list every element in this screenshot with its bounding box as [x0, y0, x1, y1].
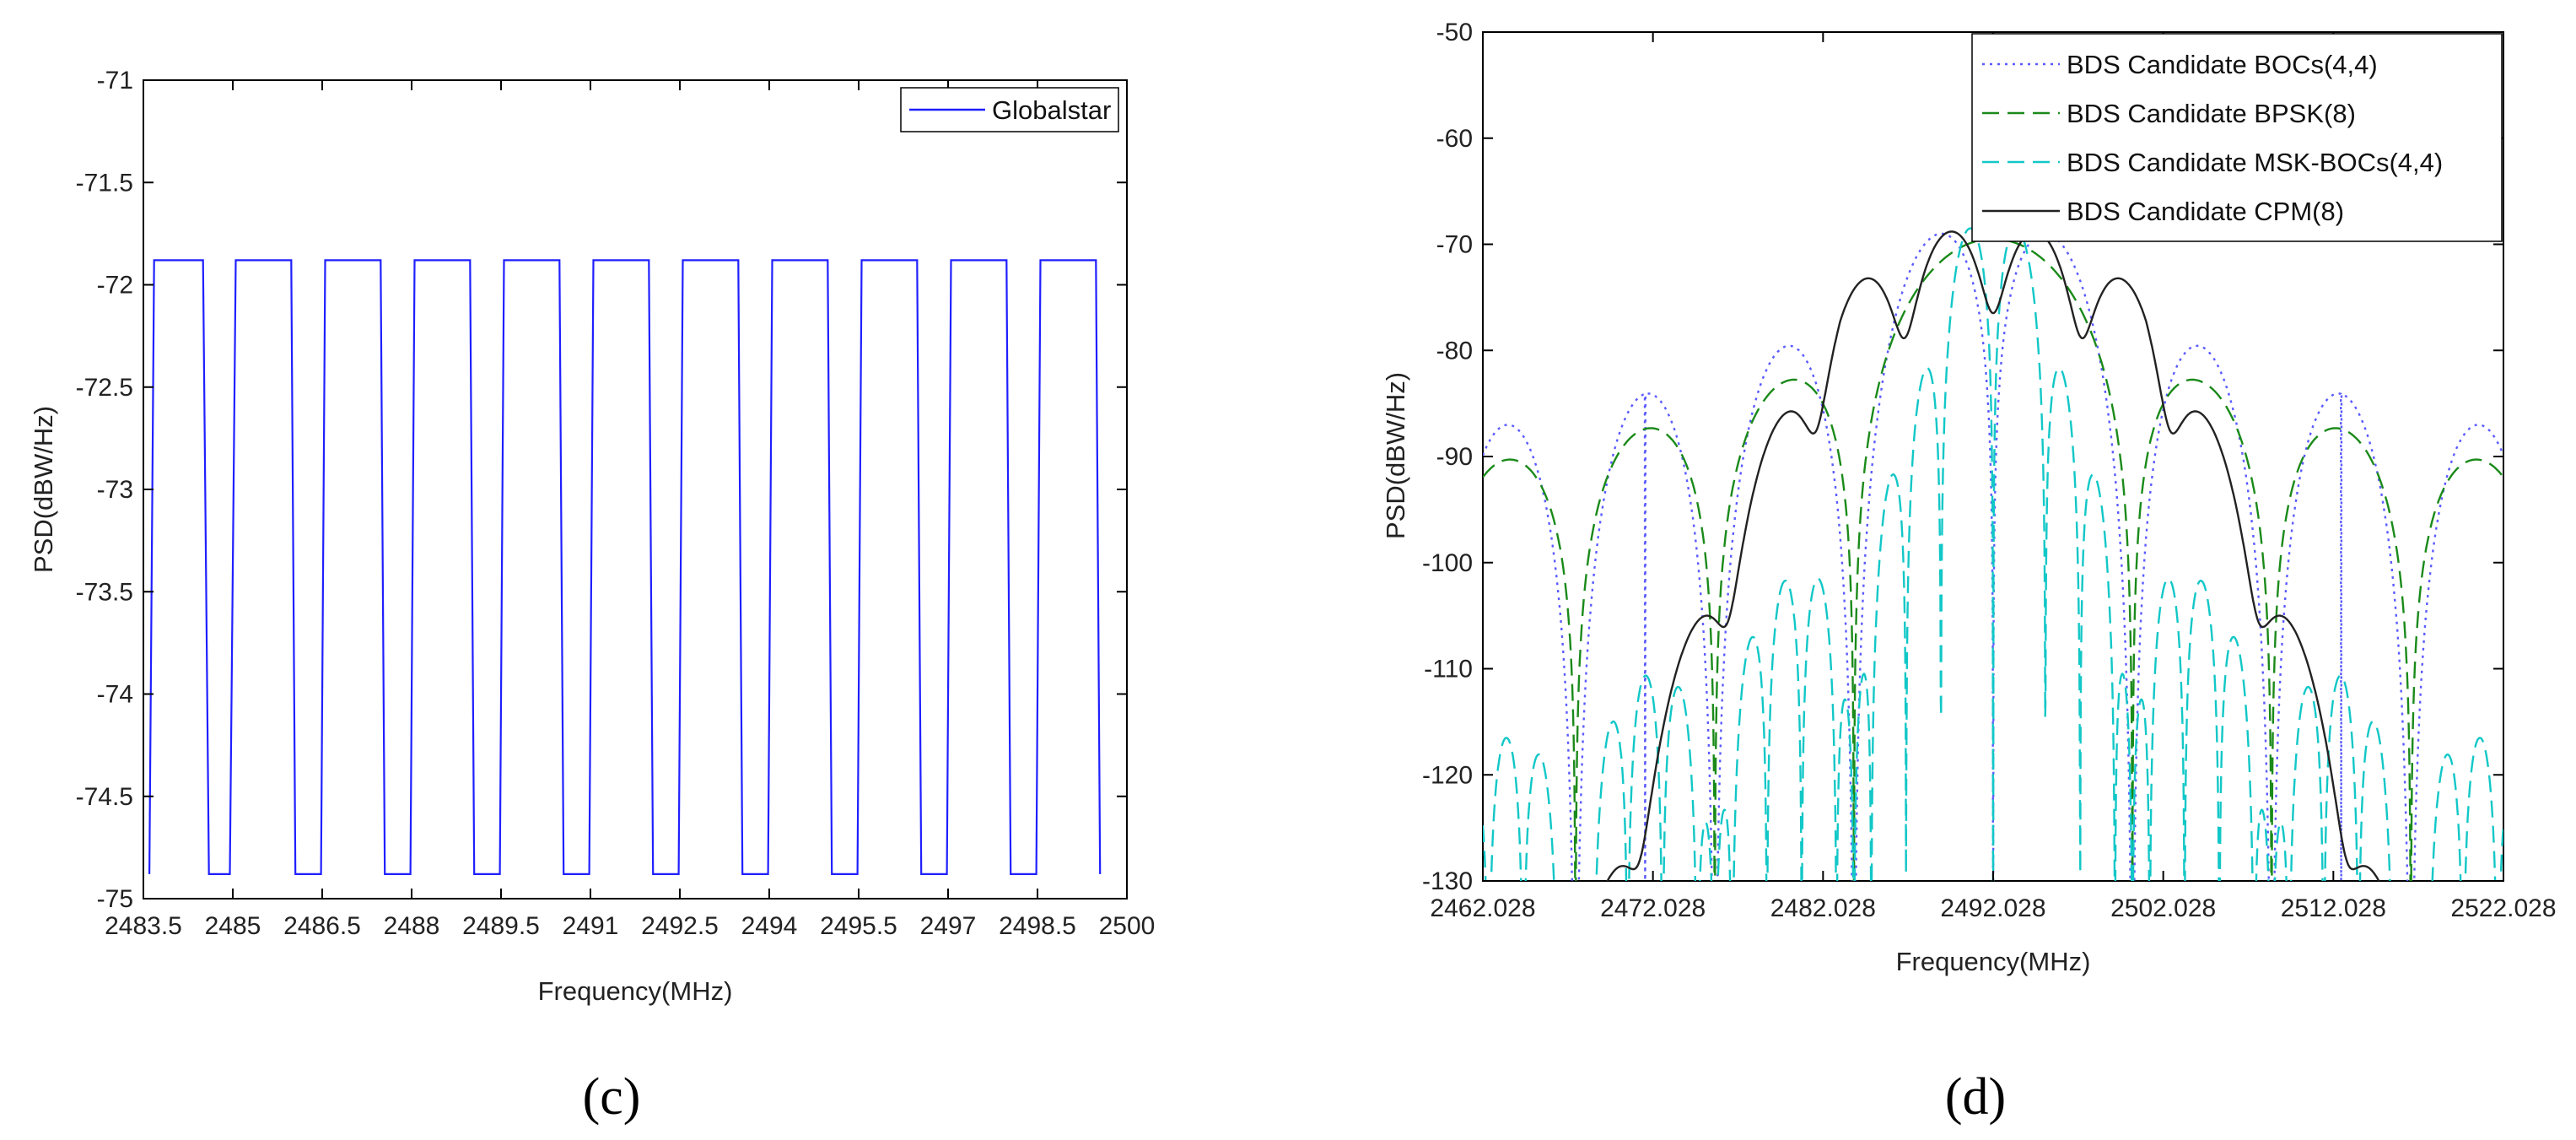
y-tick-label: -130: [1422, 867, 1473, 895]
y-tick-label: -80: [1436, 337, 1473, 365]
legend-d: BDS Candidate BOCs(4,4) BDS Candidate BPS…: [1971, 33, 2503, 242]
legend-entry-label: BDS Candidate MSK-BOCs(4,4): [2067, 148, 2443, 177]
y-tick-label: -71: [97, 67, 133, 95]
x-tick-label: 2483.5: [105, 912, 182, 940]
y-tick-label: -72: [97, 272, 133, 300]
y-tick-label: -60: [1436, 125, 1473, 153]
y-tick-label: -74.5: [76, 783, 133, 811]
y-tick-label: -100: [1422, 549, 1473, 577]
y-tick-label: -50: [1436, 19, 1473, 46]
plot-area-c: [143, 79, 1128, 900]
x-tick-label: 2495.5: [820, 912, 897, 940]
legend-entry-label: BDS Candidate CPM(8): [2067, 197, 2344, 226]
legend-c: Globalstar: [900, 87, 1119, 132]
y-tick-label: -72.5: [76, 374, 133, 402]
chart-globalstar-psd: 2483.5 2485 2486.5 2488 2489.5 2491 2492.5 2494…: [29, 67, 1155, 1126]
y-axis-label-c: PSD(dBW/Hz): [29, 406, 58, 573]
y-ticks-d: -50 -60 -70 -80 -90 -100 -110 -120 -130: [1422, 19, 2503, 895]
x-tick-label: 2462.028: [1430, 894, 1535, 922]
x-tick-label: 2522.028: [2450, 894, 2556, 922]
series-line-msk-boc: [1483, 227, 2503, 881]
x-tick-label: 2491: [563, 912, 619, 940]
legend-entry-label: BDS Candidate BOCs(4,4): [2067, 50, 2378, 79]
series-line-globalstar: [148, 259, 1102, 875]
series-layer-c: [148, 259, 1102, 875]
x-tick-label: 2492.5: [641, 912, 719, 940]
panel-label-d: (d): [1945, 1068, 2006, 1126]
x-ticks-c: 2483.5 2485 2486.5 2488 2489.5 2491 2492.5 2494…: [105, 80, 1155, 940]
x-tick-label: 2512.028: [2281, 894, 2386, 922]
x-tick-label: 2497: [920, 912, 977, 940]
series-line-cpm: [1606, 230, 2380, 881]
x-axis-label-c: Frequency(MHz): [538, 976, 733, 1006]
x-tick-label: 2498.5: [999, 912, 1076, 940]
y-axis-label-d: PSD(dBW/Hz): [1381, 372, 1410, 539]
x-tick-label: 2500: [1099, 912, 1156, 940]
x-ticks-d: 2462.028 2472.028 2482.028 2492.028 2502.028…: [1430, 32, 2557, 922]
x-tick-label: 2485: [205, 912, 261, 940]
y-tick-label: -110: [1424, 656, 1473, 683]
panel-label-c: (c): [583, 1068, 641, 1126]
x-tick-label: 2486.5: [283, 912, 361, 940]
y-tick-label: -70: [1436, 231, 1473, 259]
y-tick-label: -73: [97, 476, 133, 504]
x-tick-label: 2502.028: [2110, 894, 2216, 922]
y-ticks-c: -71 -71.5 -72 -72.5 -73 -73.5 -74 -74.5 -75: [76, 67, 1127, 913]
y-tick-label: -75: [97, 885, 133, 913]
legend-box: [1971, 33, 2503, 242]
x-tick-label: 2494: [741, 912, 798, 940]
y-tick-label: -71.5: [76, 169, 133, 197]
y-tick-label: -90: [1436, 443, 1473, 471]
x-tick-label: 2482.028: [1770, 894, 1876, 922]
x-tick-label: 2489.5: [462, 912, 540, 940]
legend-entry-label: BDS Candidate BPSK(8): [2067, 99, 2356, 128]
y-tick-label: -73.5: [76, 578, 133, 606]
x-axis-label-d: Frequency(MHz): [1896, 947, 2091, 976]
x-tick-label: 2488: [384, 912, 440, 940]
chart-bds-candidates-psd: 2462.028 2472.028 2482.028 2492.028 2502.028…: [1381, 19, 2557, 1126]
series-line-boc: [1483, 232, 2503, 881]
x-tick-label: 2492.028: [1940, 894, 2045, 922]
y-tick-label: -120: [1422, 761, 1473, 789]
x-tick-label: 2472.028: [1600, 894, 1706, 922]
legend-entry-label: Globalstar: [992, 95, 1111, 125]
y-tick-label: -74: [97, 681, 133, 709]
